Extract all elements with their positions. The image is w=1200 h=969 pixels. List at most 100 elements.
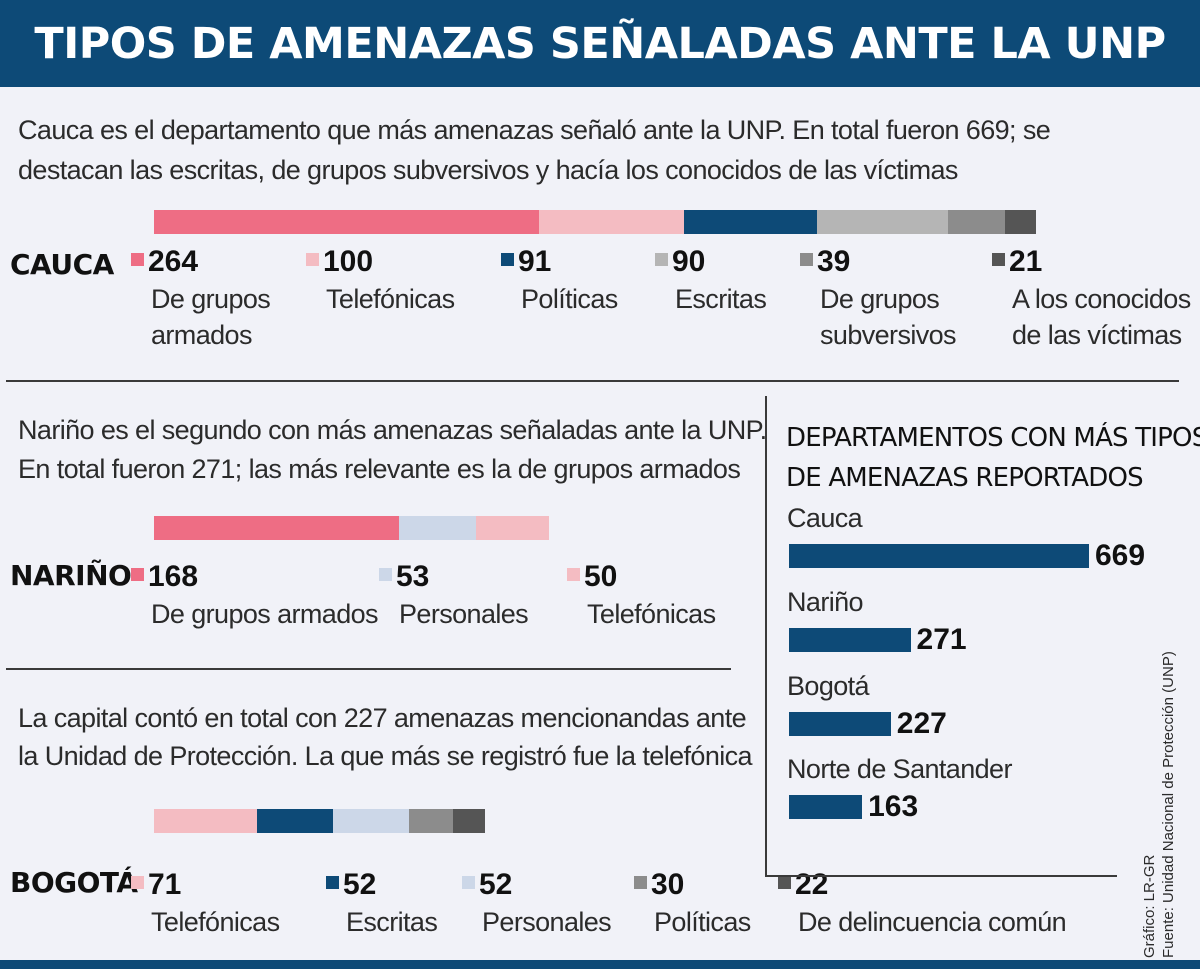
legend-swatch	[131, 876, 144, 889]
legend-value: 168	[148, 560, 199, 593]
ranking-value: 669	[1095, 539, 1146, 572]
legend-swatch	[655, 253, 668, 266]
ranking-value: 163	[868, 790, 919, 823]
legend-label: Políticas	[521, 281, 618, 317]
credit-graphic: Gráfico: LR-GR	[1141, 854, 1158, 958]
bogota-bar-segment	[452, 809, 485, 833]
legend-label-line: Personales	[399, 599, 529, 629]
cauca-bar-segment	[684, 210, 818, 234]
ranking-bar	[789, 795, 863, 819]
ranking-bar	[789, 628, 911, 652]
divider-narino	[6, 668, 731, 670]
narino-label: NARIÑO	[10, 559, 132, 592]
legend-value: 91	[518, 245, 552, 278]
legend-value: 52	[479, 868, 513, 901]
bogota-bar-segment	[333, 809, 410, 833]
legend-swatch	[501, 253, 514, 266]
legend-label: Políticas	[654, 904, 751, 940]
divider-cauca	[6, 380, 1179, 382]
ranking-title-line-1: DEPARTAMENTOS CON MÁS TIPOS	[786, 423, 1200, 453]
legend-swatch	[462, 876, 475, 889]
legend-label-line: Políticas	[654, 907, 751, 937]
legend-label-line: Telefónicas	[151, 907, 280, 937]
legend-label: De grupos subversivos	[820, 281, 957, 353]
legend-value: 30	[651, 868, 685, 901]
legend-value: 52	[343, 868, 377, 901]
legend-swatch	[634, 876, 647, 889]
legend-value: 264	[148, 245, 199, 278]
ranking-label: Norte de Santander	[787, 754, 1012, 784]
credit-source: Fuente: Unidad Nacional de Protección (U…	[1160, 651, 1177, 958]
legend-label: De grupos armados	[151, 281, 271, 353]
legend-swatch	[131, 568, 144, 581]
cauca-bar-segment	[538, 210, 685, 234]
legend-value: 71	[148, 868, 182, 901]
legend-label-line: subversivos	[820, 320, 957, 350]
bogota-bar-segment	[409, 809, 453, 833]
bogota-description-line-1: La capital contó en total con 227 amenaz…	[18, 703, 747, 733]
side-panel-border-bottom	[765, 875, 1117, 877]
ranking-bar	[789, 712, 891, 736]
bogota-bar-segment	[154, 809, 258, 833]
legend-swatch	[379, 568, 392, 581]
legend-label-line: Escritas	[675, 284, 767, 314]
legend-value: 53	[396, 560, 430, 593]
legend-swatch	[992, 253, 1005, 266]
bogota-description-line-2: la Unidad de Protección. La que más se r…	[18, 741, 753, 771]
legend-label: A los conocidos de las víctimas	[1012, 281, 1191, 353]
narino-bar-segment	[476, 516, 549, 540]
ranking-bar	[789, 544, 1089, 568]
cauca-description-line-1: Cauca es el departamento que más amenaza…	[18, 115, 1051, 145]
legend-swatch	[306, 253, 319, 266]
legend-label-line: Telefónicas	[587, 599, 716, 629]
cauca-bar-segment	[948, 210, 1006, 234]
legend-label-line: De grupos	[151, 284, 271, 314]
narino-bar-segment	[154, 516, 399, 540]
legend-label-line: De delincuencia común	[798, 907, 1067, 937]
legend-label: Telefónicas	[326, 281, 455, 317]
ranking-value: 227	[896, 707, 947, 740]
legend-label: Escritas	[675, 281, 767, 317]
legend-label: Telefónicas	[151, 904, 280, 940]
legend-swatch	[778, 876, 791, 889]
legend-label-line: Telefónicas	[326, 284, 455, 314]
cauca-stacked-bar	[154, 210, 1036, 234]
ranking-label: Cauca	[787, 503, 863, 533]
cauca-bar-segment	[154, 210, 539, 234]
cauca-description-line-2: destacan las escritas, de grupos subvers…	[18, 155, 958, 185]
bogota-bar-segment	[257, 809, 334, 833]
legend-swatch	[800, 253, 813, 266]
bogota-stacked-bar	[154, 809, 485, 833]
legend-label-line: De grupos	[820, 284, 940, 314]
legend-swatch	[567, 568, 580, 581]
legend-value: 21	[1009, 245, 1043, 278]
ranking-label: Nariño	[787, 587, 864, 617]
legend-label: Telefónicas	[587, 596, 716, 632]
legend-label-line: armados	[151, 320, 252, 350]
cauca-bar-segment	[1005, 210, 1036, 234]
ranking-label: Bogotá	[787, 671, 870, 701]
ranking-title: DEPARTAMENTOS CON MÁS TIPOS DE AMENAZAS …	[786, 418, 1200, 498]
legend-label: De delincuencia común	[798, 904, 1067, 940]
legend-swatch	[131, 253, 144, 266]
legend-value: 90	[672, 245, 706, 278]
legend-label-line: De grupos armados	[151, 599, 379, 629]
legend-label: Escritas	[346, 904, 438, 940]
legend-value: 100	[323, 245, 374, 278]
legend-label: Personales	[399, 596, 529, 632]
legend-label: De grupos armados	[151, 596, 379, 632]
narino-description-line-2: En total fueron 271; las más relevante e…	[18, 454, 741, 484]
legend-value: 22	[795, 868, 829, 901]
legend-label: Personales	[482, 904, 612, 940]
side-panel-border-left	[765, 396, 767, 876]
narino-description-line-1: Nariño es el segundo con más amenazas se…	[18, 415, 767, 445]
cauca-label: CAUCA	[10, 248, 114, 281]
legend-label-line: Políticas	[521, 284, 618, 314]
ranking-value: 271	[916, 623, 967, 656]
narino-stacked-bar	[154, 516, 549, 540]
legend-swatch	[326, 876, 339, 889]
credits: Gráfico: LR-GR Fuente: Unidad Nacional d…	[1140, 651, 1178, 958]
legend-value: 50	[584, 560, 618, 593]
legend-label-line: de las víctimas	[1012, 320, 1182, 350]
bottom-bar	[0, 960, 1200, 969]
